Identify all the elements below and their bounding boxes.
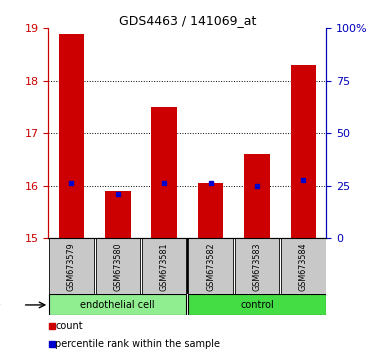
Text: GSM673584: GSM673584	[299, 242, 308, 291]
Text: percentile rank within the sample: percentile rank within the sample	[55, 339, 220, 349]
Text: GSM673580: GSM673580	[113, 242, 122, 291]
Bar	[188, 238, 233, 295]
Bar	[49, 295, 187, 315]
Bar	[188, 295, 326, 315]
Bar	[105, 191, 131, 238]
Bar	[290, 65, 316, 238]
Bar	[151, 107, 177, 238]
Title: GDS4463 / 141069_at: GDS4463 / 141069_at	[119, 14, 256, 27]
Text: GSM673581: GSM673581	[160, 242, 169, 291]
Text: GSM673582: GSM673582	[206, 242, 215, 291]
Bar	[59, 34, 84, 238]
Bar	[198, 183, 223, 238]
Text: GSM673583: GSM673583	[252, 242, 262, 291]
Bar	[234, 238, 279, 295]
Bar	[49, 238, 94, 295]
Text: count: count	[55, 321, 83, 331]
Bar	[281, 238, 326, 295]
Text: control: control	[240, 300, 274, 310]
Bar	[142, 238, 187, 295]
Text: GSM673579: GSM673579	[67, 242, 76, 291]
Bar	[244, 154, 270, 238]
Bar	[96, 238, 140, 295]
Text: cell type: cell type	[0, 300, 1, 310]
Text: endothelial cell: endothelial cell	[81, 300, 155, 310]
